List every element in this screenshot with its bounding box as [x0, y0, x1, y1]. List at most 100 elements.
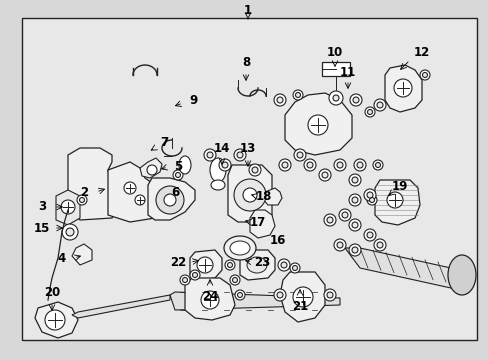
Circle shape [292, 287, 312, 307]
Circle shape [369, 198, 374, 202]
Text: 3: 3 [38, 201, 46, 213]
Circle shape [278, 259, 289, 271]
Circle shape [45, 310, 65, 330]
Text: 5: 5 [174, 161, 182, 174]
Circle shape [62, 224, 78, 240]
Circle shape [326, 292, 332, 298]
Circle shape [273, 289, 285, 301]
Circle shape [321, 172, 327, 178]
Circle shape [366, 232, 372, 238]
Circle shape [422, 72, 427, 77]
Text: 9: 9 [189, 94, 198, 107]
Polygon shape [285, 93, 351, 155]
Circle shape [364, 107, 374, 117]
Circle shape [124, 182, 136, 194]
Polygon shape [240, 250, 274, 280]
Circle shape [292, 90, 303, 100]
Circle shape [376, 102, 382, 108]
Circle shape [197, 257, 213, 273]
Circle shape [229, 275, 240, 285]
Circle shape [77, 195, 87, 205]
Circle shape [234, 179, 265, 211]
Polygon shape [68, 148, 118, 220]
Circle shape [203, 149, 216, 161]
Circle shape [348, 244, 360, 256]
Circle shape [237, 152, 243, 158]
Circle shape [248, 164, 261, 176]
Circle shape [281, 262, 286, 268]
Circle shape [175, 172, 180, 177]
Text: 10: 10 [326, 45, 343, 58]
Circle shape [163, 194, 176, 206]
Polygon shape [148, 178, 195, 220]
Ellipse shape [210, 180, 224, 190]
Circle shape [307, 115, 327, 135]
Ellipse shape [179, 156, 191, 174]
Circle shape [341, 212, 347, 218]
Text: 14: 14 [213, 141, 230, 154]
Circle shape [366, 192, 372, 198]
Text: 15: 15 [34, 221, 50, 234]
Ellipse shape [229, 241, 249, 255]
Ellipse shape [246, 257, 266, 273]
Circle shape [324, 289, 335, 301]
Circle shape [219, 159, 230, 171]
Circle shape [363, 229, 375, 241]
Circle shape [333, 159, 346, 171]
Circle shape [224, 260, 235, 270]
Circle shape [173, 170, 183, 180]
Polygon shape [280, 272, 325, 322]
Circle shape [276, 292, 283, 298]
Circle shape [372, 160, 382, 170]
Circle shape [276, 97, 283, 103]
Text: 22: 22 [169, 256, 186, 269]
Polygon shape [72, 295, 170, 318]
Circle shape [367, 109, 372, 114]
Circle shape [348, 219, 360, 231]
Text: 21: 21 [291, 300, 307, 312]
Polygon shape [262, 188, 282, 205]
Circle shape [61, 200, 75, 214]
Circle shape [180, 275, 190, 285]
Circle shape [80, 198, 84, 202]
Circle shape [192, 273, 197, 278]
Circle shape [373, 239, 385, 251]
Polygon shape [140, 158, 162, 178]
Circle shape [393, 79, 411, 97]
Text: 13: 13 [240, 141, 256, 154]
Circle shape [201, 291, 219, 309]
Circle shape [376, 242, 382, 248]
Polygon shape [35, 302, 78, 338]
Polygon shape [249, 210, 274, 238]
Circle shape [156, 186, 183, 214]
Circle shape [282, 162, 287, 168]
Polygon shape [190, 250, 222, 280]
Text: 4: 4 [58, 252, 66, 265]
Circle shape [243, 188, 257, 202]
Polygon shape [384, 65, 421, 112]
Text: 8: 8 [242, 55, 250, 68]
Circle shape [351, 222, 357, 228]
Circle shape [251, 167, 258, 173]
Circle shape [375, 162, 380, 167]
Circle shape [304, 159, 315, 171]
Polygon shape [374, 180, 419, 225]
Polygon shape [72, 244, 92, 265]
Text: 23: 23 [253, 256, 269, 269]
Text: 18: 18 [255, 189, 272, 202]
Ellipse shape [224, 236, 256, 260]
Circle shape [234, 149, 245, 161]
Circle shape [363, 189, 375, 201]
Circle shape [296, 152, 303, 158]
Circle shape [232, 278, 237, 283]
Circle shape [333, 239, 346, 251]
Circle shape [295, 93, 300, 98]
Ellipse shape [209, 158, 225, 182]
Text: 7: 7 [160, 136, 168, 149]
Text: 17: 17 [249, 216, 265, 229]
Circle shape [318, 169, 330, 181]
Circle shape [348, 174, 360, 186]
Circle shape [366, 195, 376, 205]
Circle shape [338, 209, 350, 221]
Polygon shape [184, 278, 235, 320]
